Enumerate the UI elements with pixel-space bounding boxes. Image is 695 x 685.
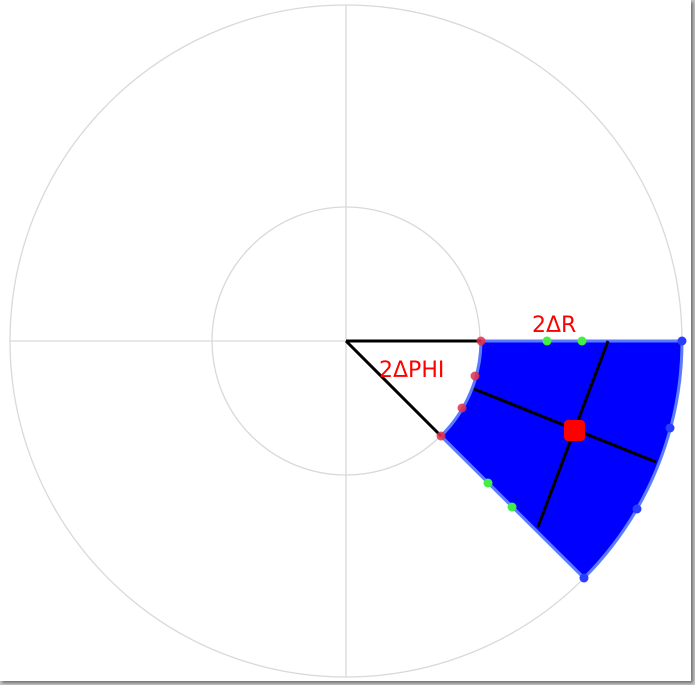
- delta-r-label: 2ΔR: [532, 313, 576, 338]
- radial-midpoint[interactable]: [542, 336, 552, 346]
- radial-midpoint[interactable]: [507, 502, 517, 512]
- inner-vertices: [436, 336, 486, 441]
- inner-vertex[interactable]: [470, 371, 480, 381]
- outer-vertex[interactable]: [665, 423, 675, 433]
- outer-vertex[interactable]: [677, 336, 687, 346]
- radial-midpoint[interactable]: [577, 336, 587, 346]
- inner-vertex[interactable]: [436, 431, 446, 441]
- wedge-edge-lower: [344, 339, 443, 438]
- outer-vertex[interactable]: [632, 504, 642, 514]
- inner-vertex[interactable]: [457, 403, 467, 413]
- radial-midpoint[interactable]: [483, 478, 493, 488]
- outer-vertex[interactable]: [579, 573, 589, 583]
- outer-vertices: [579, 336, 687, 583]
- centroid-marker[interactable]: [564, 420, 585, 441]
- phi-wedge-lines: [344, 339, 481, 438]
- inner-vertex[interactable]: [476, 336, 486, 346]
- radial-midpoints: [483, 336, 587, 512]
- delta-phi-label: 2ΔPHI: [379, 358, 444, 383]
